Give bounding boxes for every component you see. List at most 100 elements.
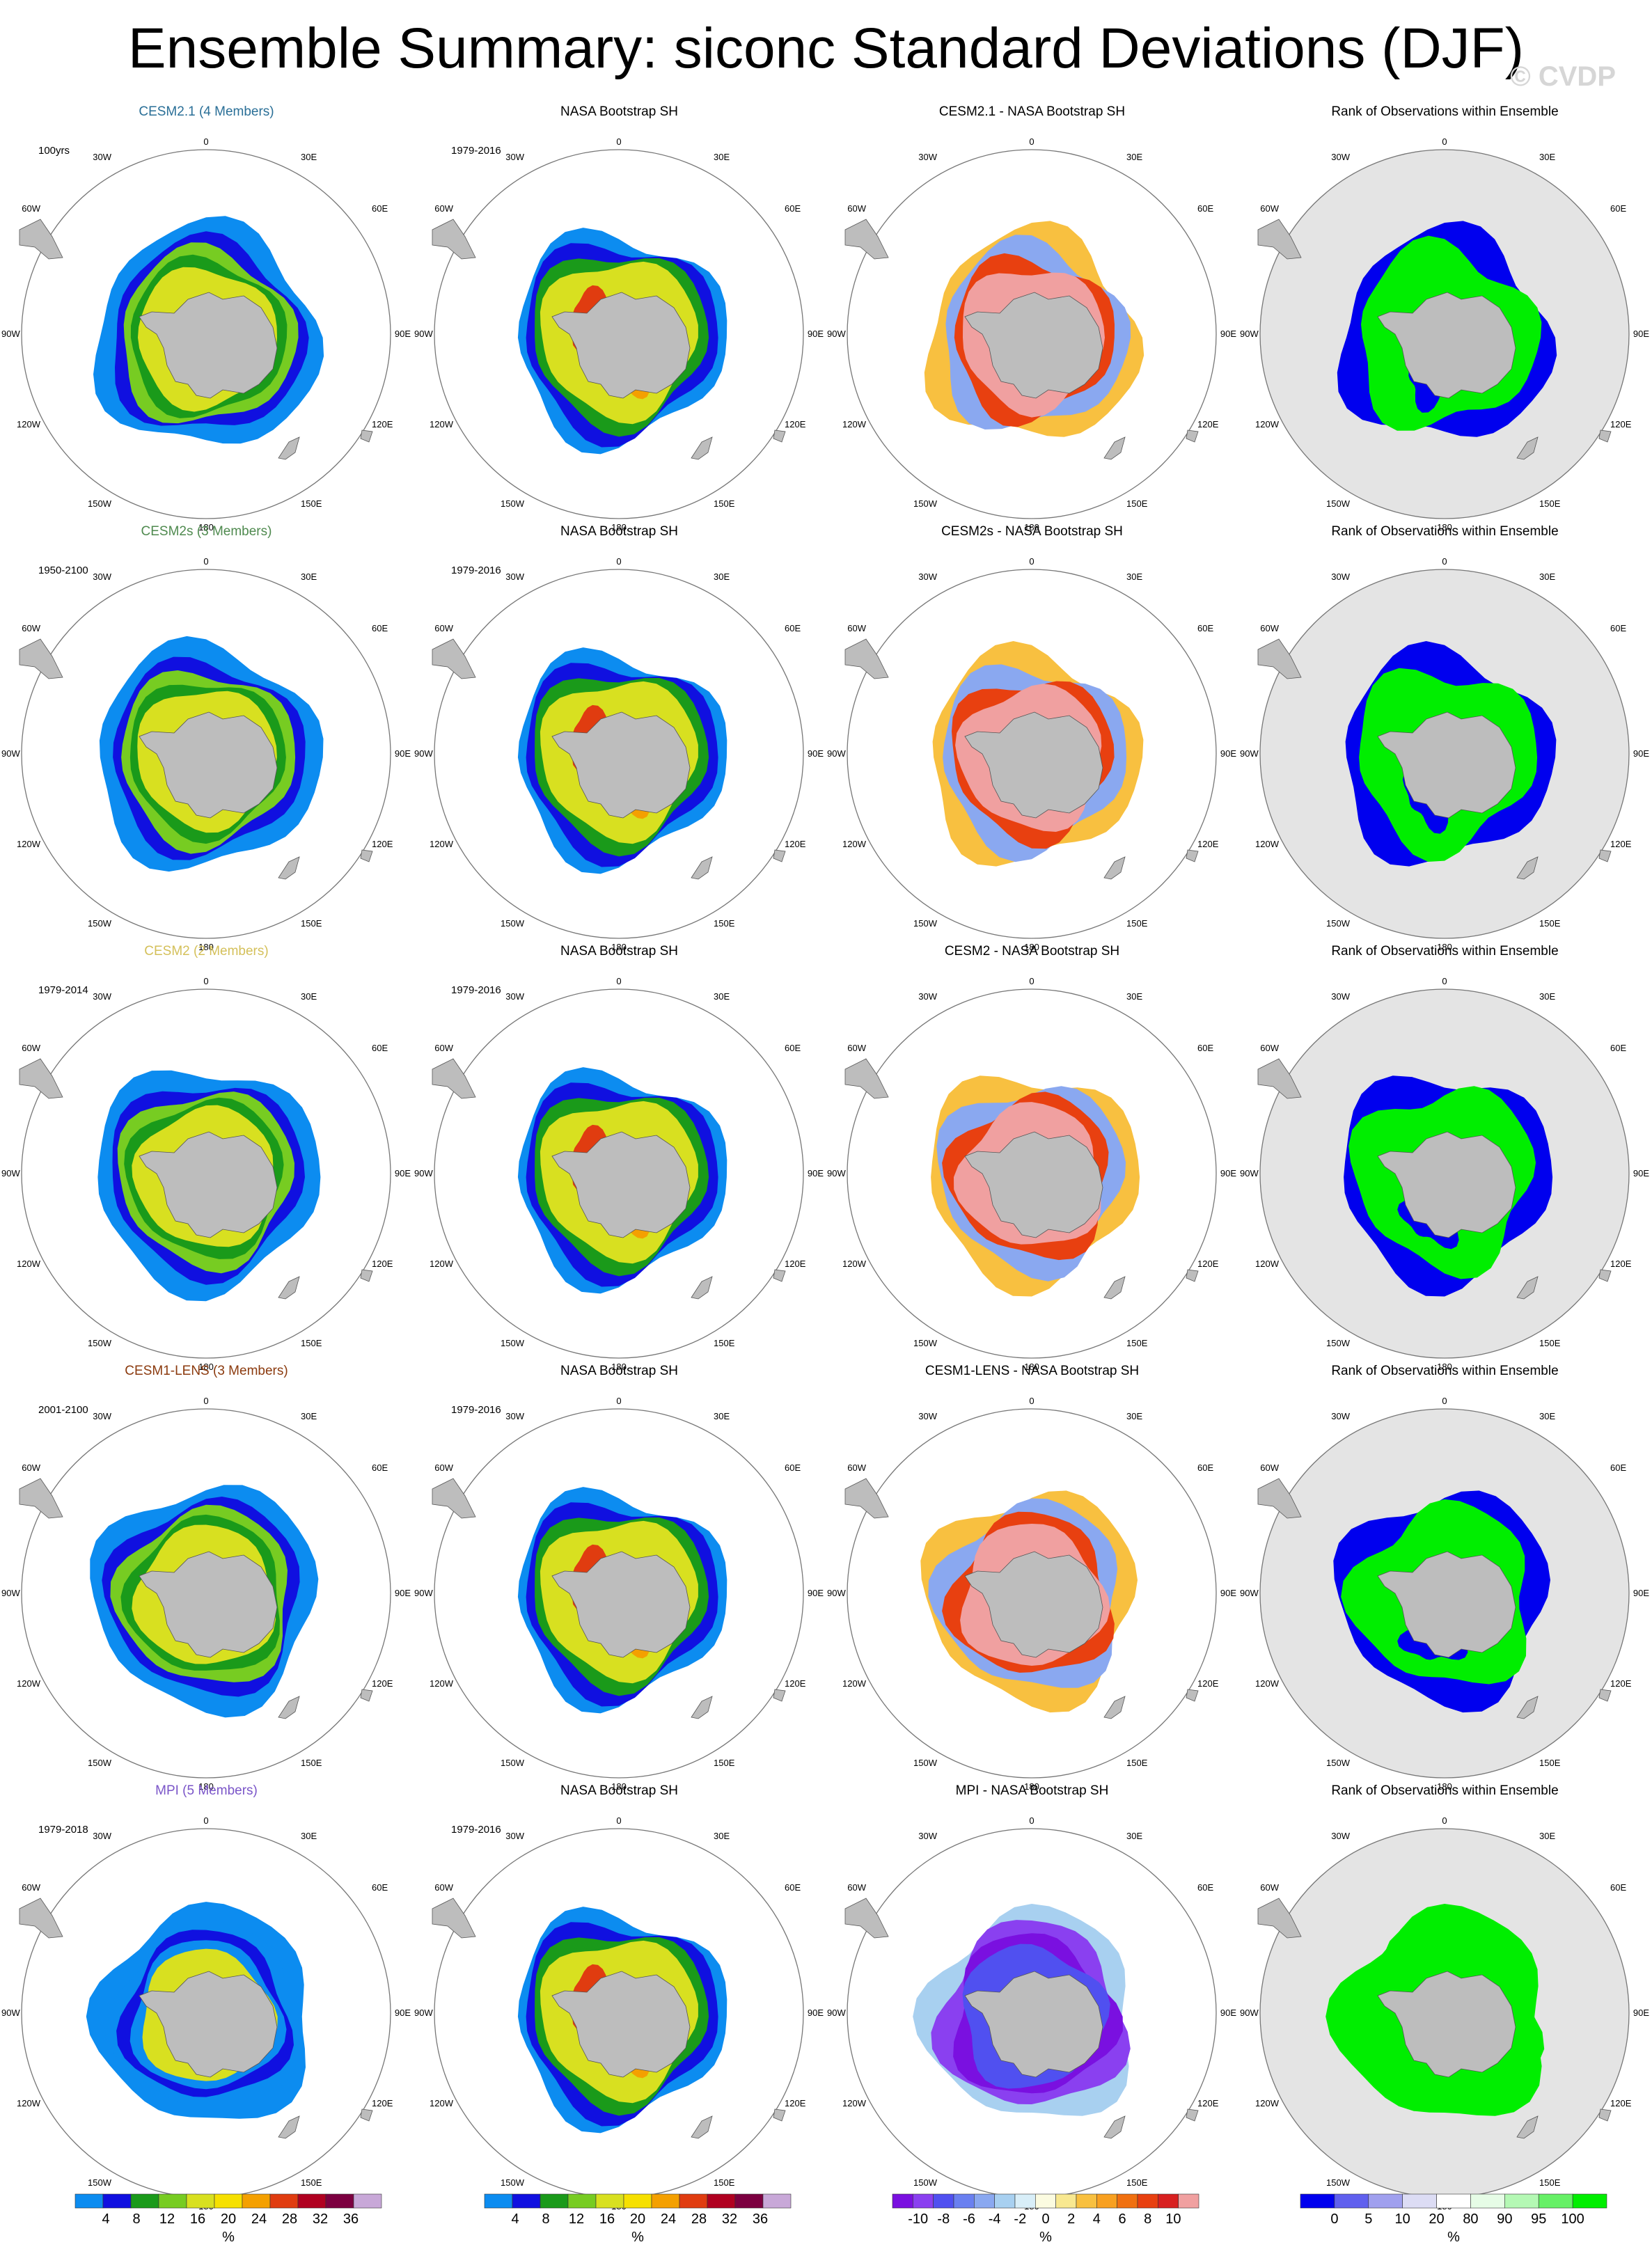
colorbar-tick-label: 4 [511,2211,519,2227]
colorbar-tick-label: -8 [937,2211,950,2227]
colorbar-swatch [325,2193,354,2209]
longitude-label: 90E [1633,748,1649,759]
longitude-label: 150W [913,1758,938,1768]
longitude-label: 0 [1442,1815,1447,1826]
colorbar-swatch [679,2193,708,2209]
colorbar-tick-label: -10 [908,2211,928,2227]
longitude-label: 120W [842,419,867,429]
colorbar-swatch [1368,2193,1403,2209]
longitude-label: 0 [1442,1396,1447,1406]
longitude-label: 120W [17,1259,41,1269]
longitude-label: 30W [505,152,524,162]
longitude-label: 180 [1024,1362,1039,1372]
panel-title: Rank of Observations within Ensemble [1331,1364,1559,1378]
longitude-label: 90E [808,2008,824,2018]
map-panel-diff: CESM1-LENS - NASA Bootstrap SH 0 180 90W 90E… [826,1364,1238,1792]
longitude-label: 120W [430,1259,454,1269]
new-zealand-landmass [278,1276,300,1300]
longitude-label: 180 [1437,522,1452,533]
longitude-label: 0 [616,136,621,147]
colorbar-tick-label: 24 [661,2211,676,2227]
panel-title: NASA Bootstrap SH [560,1783,678,1798]
longitude-label: 30E [1126,571,1142,582]
colorbar-swatch [623,2193,652,2209]
longitude-label: 30E [1126,991,1142,1002]
map-panel-rank: Rank of Observations within Ensemble 0 180… [1238,104,1651,533]
figure-title: Ensemble Summary: siconc Standard Deviat… [127,17,1525,80]
colorbar-swatch [1300,2193,1335,2209]
longitude-label: 180 [1437,1781,1452,1792]
longitude-label: 60W [22,623,40,633]
longitude-label: 0 [616,1815,621,1826]
south-america-landmass [19,1058,63,1099]
colorbar-swatch [158,2193,187,2209]
south-america-landmass [844,219,889,260]
colorbar-tick-label: 16 [190,2211,205,2227]
south-america-landmass [844,1898,889,1939]
new-zealand-landmass [691,2115,713,2139]
colorbar-tick-label: 28 [691,2211,707,2227]
longitude-label: 60E [785,203,801,214]
longitude-label: 90W [1240,329,1259,339]
colorbar-tick-label: -4 [989,2211,1001,2227]
longitude-label: 150W [1326,498,1351,509]
longitude-label: 120E [1610,1259,1632,1269]
longitude-label: 90E [1633,329,1649,339]
longitude-label: 150W [88,2177,112,2188]
south-america-landmass [19,638,63,679]
longitude-label: 90W [827,1168,846,1178]
longitude-label: 0 [1029,976,1034,986]
longitude-label: 60W [1260,203,1279,214]
longitude-label: 120W [1255,1259,1280,1269]
longitude-label: 90W [1,1168,20,1178]
longitude-label: 120E [1610,2098,1632,2108]
tasmania-landmass [1598,849,1612,862]
longitude-label: 60W [1260,1882,1279,1893]
longitude-label: 120E [1610,839,1632,849]
colorbar-tick-label: 0 [1330,2211,1338,2227]
longitude-label: 90E [1220,2008,1236,2018]
longitude-label: 60E [1197,1043,1213,1053]
longitude-label: 90W [1,2008,20,2018]
colorbar-swatch [707,2193,736,2209]
colorbar: 0 5 10 20 80 90 95 100% [1300,2193,1607,2245]
antarctica-landmass [139,1971,278,2078]
longitude-label: 30W [93,1411,111,1421]
tasmania-landmass [360,429,373,443]
map-panel-model: CESM2 (2 Members) 1979-2014 0 180 90W 90E 30W 6… [0,944,413,1372]
antarctica-landmass [964,292,1103,399]
colorbar-tick-label: 100 [1561,2211,1584,2227]
longitude-label: 60E [1610,1462,1626,1473]
panel-title: CESM2.1 (4 Members) [139,104,274,119]
longitude-label: 60W [847,203,866,214]
south-america-landmass [844,1478,889,1519]
longitude-label: 30W [505,1411,524,1421]
longitude-label: 90E [1220,748,1236,759]
longitude-label: 90E [395,2008,411,2018]
longitude-label: 30E [1539,152,1555,162]
longitude-label: 60E [1610,1043,1626,1053]
longitude-label: 90W [827,1588,846,1598]
longitude-label: 60W [434,203,453,214]
colorbar: 4 8 12 16 20 24 28 32 36% [74,2193,382,2245]
longitude-label: 90E [808,329,824,339]
longitude-label: 120W [842,839,867,849]
colorbar-swatch [974,2193,995,2209]
longitude-label: 150W [501,498,525,509]
new-zealand-landmass [691,1696,713,1719]
longitude-label: 60W [22,1462,40,1473]
map-panel-obs: NASA Bootstrap SH 1979-2016 0 180 90W 90E 30W 6… [413,944,826,1372]
longitude-label: 30E [714,991,730,1002]
panel-title: Rank of Observations within Ensemble [1331,104,1559,119]
longitude-label: 90E [808,1588,824,1598]
colorbar-swatch [130,2193,159,2209]
colorbar: -10 -8 -6 -4 -2 0 2 4 6 8 10% [892,2193,1199,2245]
longitude-label: 120W [430,839,454,849]
longitude-label: 0 [616,556,621,567]
